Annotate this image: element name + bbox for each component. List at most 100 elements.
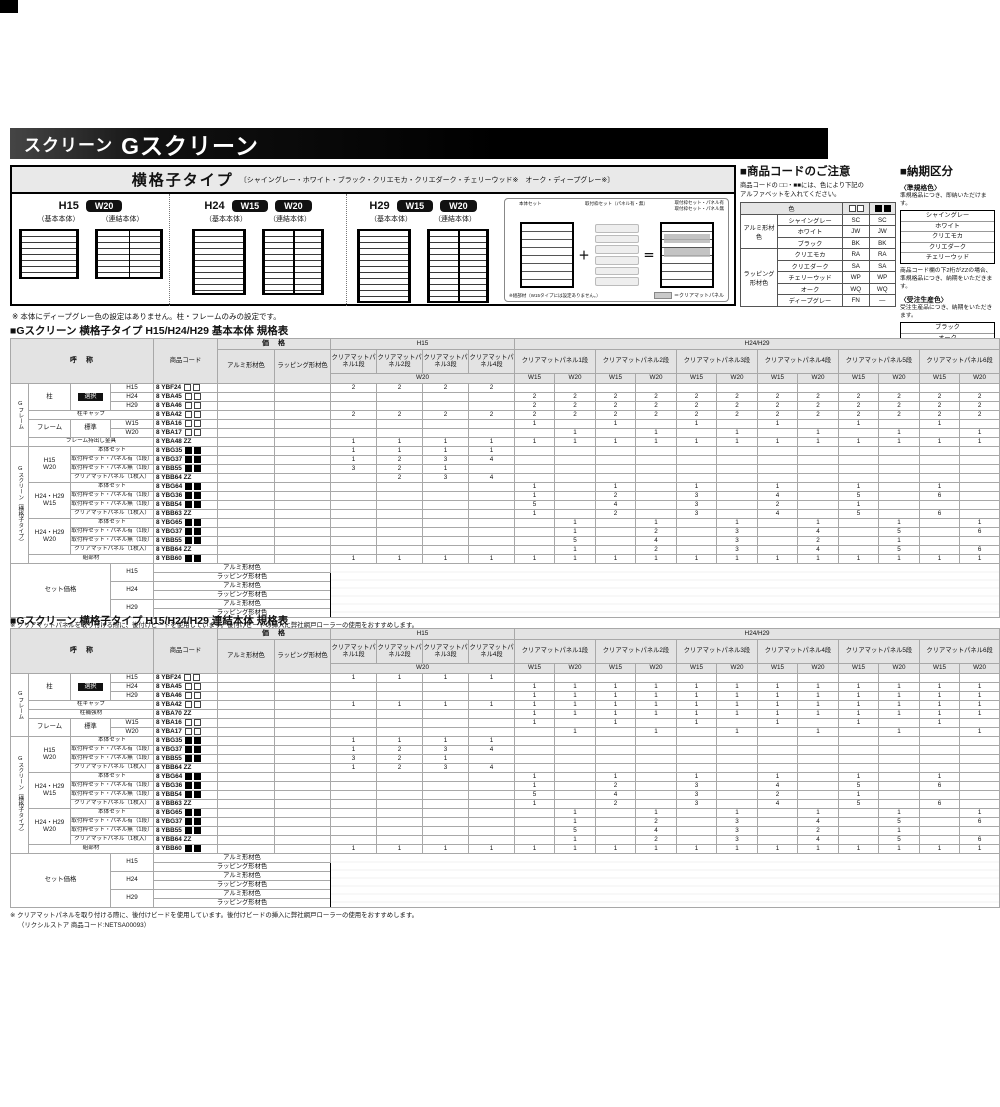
qty-cell: 1 (468, 700, 515, 710)
qty-cell (919, 736, 960, 746)
qty-cell (422, 419, 469, 429)
qty-cell (514, 464, 555, 474)
qty-cell: 1 (716, 428, 758, 438)
qty-cell (757, 527, 798, 537)
qty-cell: 1 (514, 491, 555, 501)
standard-color-item: ホワイト (901, 220, 994, 232)
qty-cell: 2 (554, 410, 596, 420)
qty-cell: 1 (838, 718, 879, 728)
qty-cell: 1 (676, 554, 717, 564)
size-label-row: H15 W20 (59, 200, 123, 212)
gframe-row: W20 8 YBA17 1 1 1 1 1 1 (11, 428, 1000, 438)
code-text: 8 YBB64 (156, 763, 184, 771)
code-text: 8 YBA70 (156, 709, 184, 717)
part-label: 本体セット (70, 772, 154, 782)
qty-cell: 2 (376, 763, 423, 773)
qty-cell (376, 419, 423, 429)
qty-cell (554, 736, 596, 746)
screen-drawings (192, 229, 324, 295)
code-text: 8 YBA17 (156, 429, 184, 437)
code-text: 8 YBG37 (156, 818, 184, 826)
qty-cell: 1 (958, 700, 1000, 710)
qty-cell: 6 (919, 799, 960, 809)
qty-cell: 1 (716, 727, 758, 737)
qty-cell (919, 446, 960, 456)
type-panel-colors-note: 〔シャイングレー・ホワイト・ブラック・クリエモカ・クリエダーク・チェリーウッド※… (239, 176, 615, 184)
qty-cell (376, 491, 423, 501)
qty-cell (422, 727, 469, 737)
filled-box-icon (193, 519, 201, 527)
size-label: W20 (110, 428, 154, 438)
price-cell-alumi (217, 826, 275, 836)
qty-cell: 1 (757, 700, 798, 710)
qty-cell (514, 383, 555, 393)
qty-cell (757, 817, 798, 827)
qty-cell (878, 464, 920, 474)
qty-cell: 1 (838, 554, 879, 564)
qty-cell: 1 (554, 709, 596, 719)
code-suffix-zz: ZZ (183, 545, 192, 553)
qty-cell (797, 455, 839, 465)
qty-cell (676, 464, 717, 474)
part-label: 組部材 (28, 844, 154, 854)
code-text: 8 YBA48 (156, 437, 184, 445)
qty-cell (757, 835, 798, 845)
w20-subheader: W20 (716, 663, 758, 674)
subgroup-size2: W15 (43, 499, 56, 507)
price-cell-alumi (217, 835, 275, 845)
assembly-diagram: 本体セット 取付枠セット（パネル有・無） 取付枠セット・パネル有 取付枠セット・… (504, 198, 729, 302)
panel-column-header: クリアマットパネル4段 (468, 639, 515, 664)
qty-cell (958, 781, 1000, 791)
product-code-cell: 8 YBB55 (153, 826, 218, 836)
code-text: 8 YBA16 (156, 719, 184, 727)
qty-cell: 1 (757, 718, 798, 728)
code-text: 8 YBB55 (156, 827, 184, 835)
qty-cell: 1 (422, 673, 469, 683)
color-header: 色 (740, 202, 843, 215)
qty-cell (919, 727, 960, 737)
qty-cell: 1 (797, 727, 839, 737)
filled-box-icon (185, 746, 193, 754)
qty-cell (958, 718, 1000, 728)
diagram-callout-frame-set: 取付枠セット（パネル有・無） (585, 201, 648, 206)
gscreen-group-label: Gスクリーン（横格子タイプ） (10, 446, 29, 564)
qty-cell (595, 673, 636, 683)
price-cell-alumi (217, 799, 275, 809)
price-cell-wrap (274, 518, 331, 528)
color-name: チェリーウッド (777, 271, 843, 284)
qty-cell: 1 (838, 772, 879, 782)
product-group-h15: H15 W20 （基本本体） （連結本体） (12, 194, 170, 306)
price-cell-alumi (217, 455, 275, 465)
qty-cell: 1 (676, 709, 717, 719)
qty-cell: 1 (838, 500, 879, 510)
price-cell-alumi (217, 844, 275, 854)
qty-cell (757, 745, 798, 755)
qty-cell: 1 (330, 844, 377, 854)
qty-cell (554, 464, 596, 474)
qty-cell (595, 545, 636, 555)
qty-cell: 1 (878, 437, 920, 447)
qty-cell: 1 (878, 844, 920, 854)
qty-cell: 1 (716, 808, 758, 818)
qty-cell (878, 419, 920, 429)
code-text: 8 YBA45 (156, 683, 184, 691)
filled-box-icon (185, 492, 193, 500)
qty-cell (514, 745, 555, 755)
set-price-row: ラッピング形材色 (11, 898, 1000, 908)
filled-box-icon (193, 537, 201, 545)
qty-cell (716, 763, 758, 773)
price-cell-alumi (217, 808, 275, 818)
joint-divider (458, 231, 460, 301)
qty-cell (919, 817, 960, 827)
code-text: 8 YBG36 (156, 492, 184, 500)
qty-cell (676, 428, 717, 438)
product-code-cell: 8 YBA16 (153, 419, 218, 429)
pillar-label: 柱 (28, 383, 71, 411)
joint-screen-drawing (94, 229, 163, 279)
height-label: H24 (204, 200, 225, 212)
spec-table-joint-section: ■Gスクリーン 横格子タイプ H15/H24/H29 連結本体 規格表 呼 称商… (10, 613, 1000, 930)
filled-box-icon (193, 456, 201, 464)
